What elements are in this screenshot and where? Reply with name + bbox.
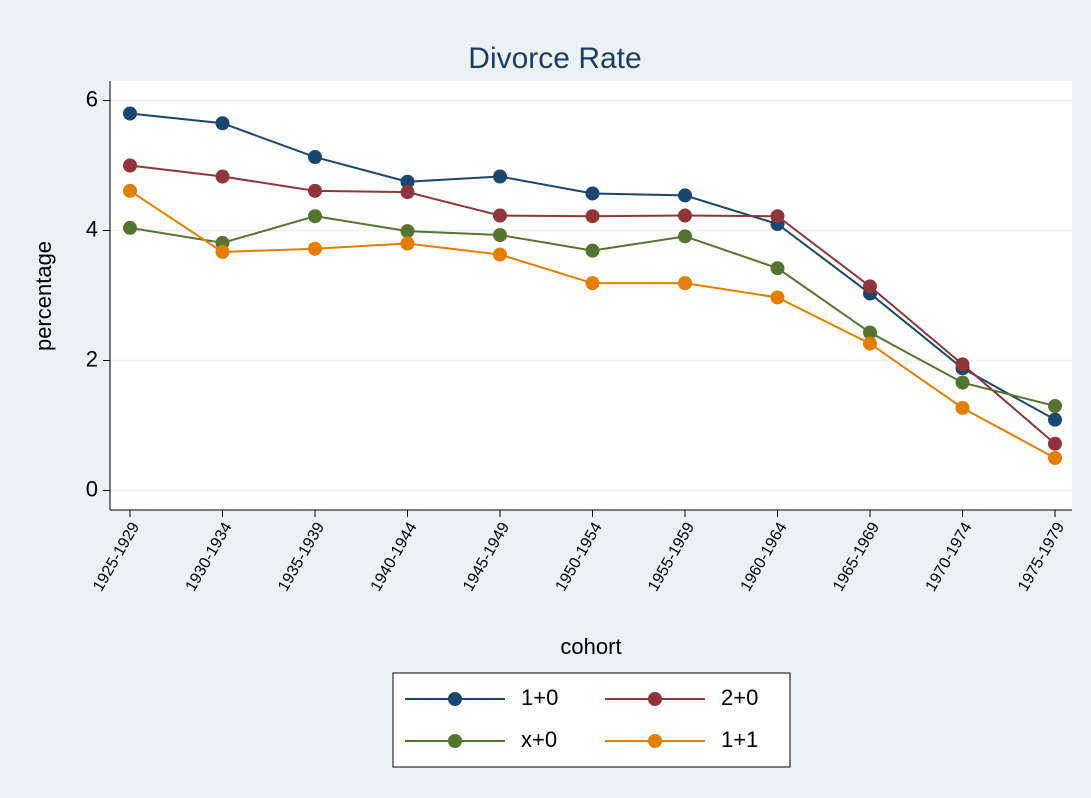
series-point: [1048, 451, 1062, 465]
series-point: [308, 150, 322, 165]
legend-marker: [448, 692, 462, 706]
series-point: [493, 228, 507, 243]
series-point: [955, 375, 970, 390]
legend-label: 1+0: [521, 685, 558, 710]
series-point: [1048, 399, 1062, 413]
series-point: [863, 325, 877, 340]
chart-title: Divorce Rate: [468, 42, 641, 75]
series-point: [493, 247, 507, 262]
series-point: [955, 357, 970, 372]
series-point: [215, 169, 230, 184]
y-tick-label: 2: [86, 346, 98, 371]
series-point: [308, 209, 322, 224]
series-point: [770, 261, 785, 276]
series-point: [215, 244, 230, 259]
series-point: [400, 236, 415, 251]
legend-marker: [448, 734, 462, 748]
plot-area: [110, 81, 1072, 510]
series-point: [585, 186, 600, 201]
legend-label: x+0: [521, 727, 557, 752]
series-point: [308, 183, 322, 198]
legend-marker: [648, 692, 662, 706]
series-point: [215, 116, 230, 131]
y-axis-label: percentage: [31, 241, 56, 351]
series-point: [585, 243, 600, 258]
series-point: [123, 106, 137, 121]
series-point: [400, 174, 415, 189]
legend-label: 1+1: [721, 727, 758, 752]
series-point: [308, 241, 322, 256]
legend-box: [392, 672, 791, 768]
y-tick-label: 4: [86, 216, 98, 241]
series-point: [123, 158, 137, 173]
series-point: [585, 209, 600, 224]
y-tick-label: 6: [86, 86, 98, 111]
series-point: [493, 208, 507, 223]
series-point: [400, 224, 415, 239]
series-point: [400, 185, 415, 200]
series-point: [955, 400, 970, 415]
series-point: [585, 276, 600, 291]
series-point: [863, 279, 877, 294]
series-point: [1048, 412, 1062, 427]
series-point: [678, 229, 692, 244]
legend-marker: [648, 734, 662, 748]
series-point: [1048, 436, 1062, 451]
series-point: [123, 220, 137, 235]
series-point: [770, 290, 785, 305]
series-point: [770, 209, 785, 224]
series-point: [123, 183, 137, 198]
series-point: [678, 276, 692, 291]
series-point: [493, 169, 507, 184]
series-point: [678, 208, 692, 223]
series-point: [863, 336, 877, 351]
y-tick-label: 0: [86, 476, 98, 501]
legend-label: 2+0: [721, 685, 758, 710]
x-axis-label: cohort: [560, 634, 621, 659]
series-point: [678, 188, 692, 203]
